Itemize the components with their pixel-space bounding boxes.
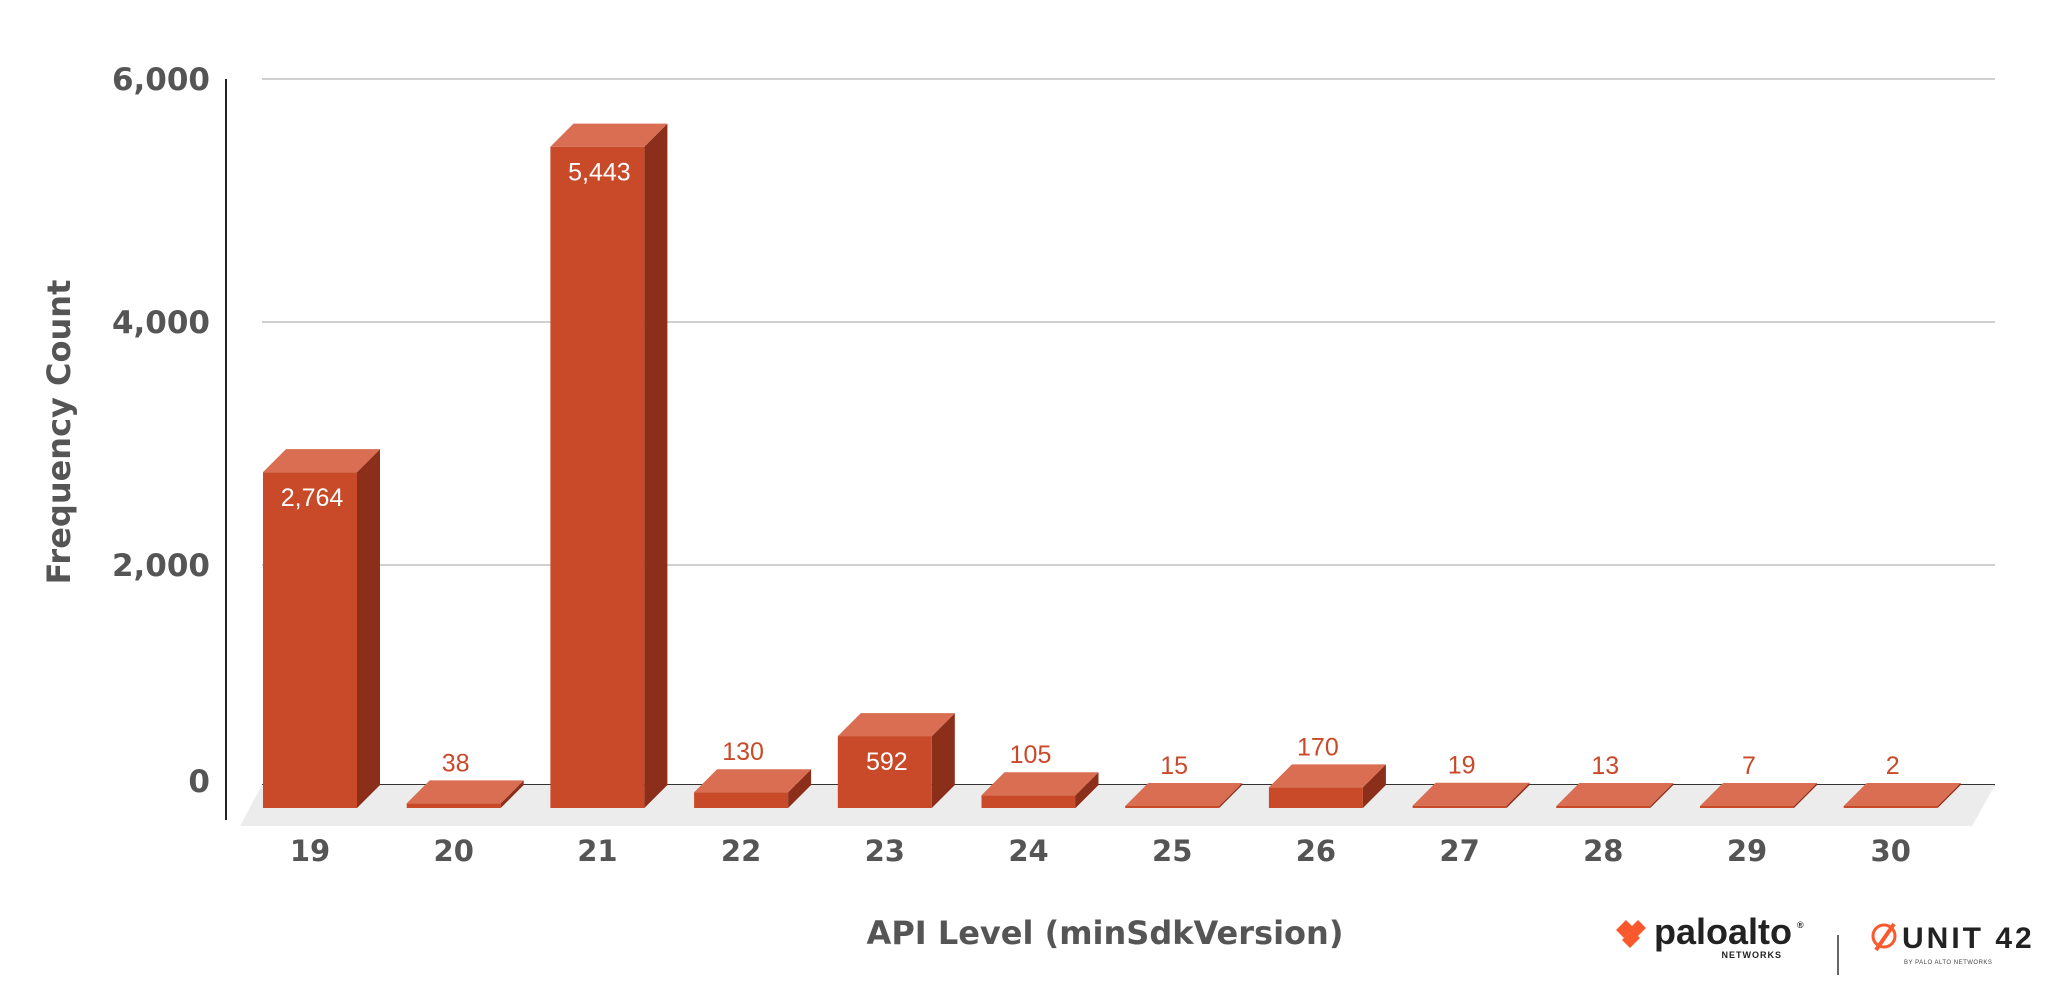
gridlines bbox=[262, 78, 1995, 786]
bar-front bbox=[1268, 787, 1363, 808]
paloalto-logo: paloalto ® NETWORKS bbox=[1616, 911, 1805, 960]
x-tick-label: 25 bbox=[1152, 834, 1192, 868]
unit42-sub: BY PALO ALTO NETWORKS bbox=[1904, 960, 1992, 966]
x-tick-label: 20 bbox=[434, 834, 474, 868]
paloalto-mark-icon bbox=[1616, 920, 1646, 948]
x-tick-label: 22 bbox=[721, 834, 761, 868]
bar-top bbox=[1125, 783, 1243, 806]
bar bbox=[837, 713, 955, 808]
x-tick-label: 19 bbox=[290, 834, 330, 868]
bar bbox=[1125, 783, 1243, 808]
bar-front bbox=[1556, 806, 1651, 808]
bar-side bbox=[1650, 783, 1674, 808]
bar-side bbox=[644, 123, 668, 809]
x-tick-label: 27 bbox=[1439, 834, 1479, 868]
bar-front bbox=[1700, 806, 1794, 808]
bar-front bbox=[406, 803, 501, 808]
bar-top bbox=[1556, 783, 1674, 806]
bar-front bbox=[694, 792, 789, 808]
bar-side bbox=[1075, 772, 1099, 808]
data-label: 130 bbox=[722, 738, 764, 766]
bar-front bbox=[1412, 805, 1507, 808]
bar-side bbox=[788, 769, 812, 808]
bar-side bbox=[1794, 783, 1817, 808]
unit42-wordmark: UNIT 42 bbox=[1902, 922, 2035, 955]
bar-front bbox=[1125, 806, 1220, 808]
bar-side bbox=[1937, 783, 1961, 808]
bar-top bbox=[694, 769, 812, 793]
bar-side bbox=[1219, 783, 1243, 808]
bar-front bbox=[263, 472, 357, 808]
bar-side bbox=[931, 713, 955, 808]
bar-top bbox=[837, 713, 955, 737]
x-tick-label: 26 bbox=[1296, 834, 1336, 868]
bar-front bbox=[550, 146, 645, 808]
x-tick-label: 30 bbox=[1871, 834, 1911, 868]
paloalto-wordmark: paloalto bbox=[1654, 911, 1792, 952]
paloalto-networks-sub: NETWORKS bbox=[1722, 950, 1783, 960]
y-tick-label: 6,000 bbox=[112, 62, 210, 98]
data-label: 170 bbox=[1297, 733, 1339, 761]
data-label: 2 bbox=[1886, 752, 1900, 780]
bar-side bbox=[1362, 764, 1386, 808]
bar bbox=[263, 449, 380, 808]
bar-front bbox=[981, 795, 1076, 808]
chart-floor bbox=[240, 785, 1995, 826]
data-label: 38 bbox=[442, 749, 470, 777]
data-label: 7 bbox=[1742, 752, 1756, 780]
y-axis-title: Frequency Count bbox=[40, 280, 78, 585]
bar-top bbox=[1700, 783, 1817, 806]
bar-top bbox=[1268, 764, 1386, 788]
bar bbox=[1700, 783, 1817, 808]
y-tick-label: 0 bbox=[188, 764, 210, 800]
data-label: 105 bbox=[1010, 741, 1052, 769]
bar-side bbox=[1506, 782, 1530, 808]
bar-top bbox=[1412, 782, 1530, 806]
y-tick-label: 4,000 bbox=[112, 305, 210, 341]
bar bbox=[1412, 782, 1530, 808]
unit42-mark-icon bbox=[1871, 922, 1897, 952]
x-tick-label: 23 bbox=[865, 834, 905, 868]
x-axis-ticks: 19 20 21 22 23 24 25 26 27 28 29 30 bbox=[290, 834, 1911, 868]
bar bbox=[406, 780, 524, 808]
bars bbox=[263, 123, 1961, 809]
data-label: 5,443 bbox=[568, 159, 631, 187]
bar-top bbox=[550, 123, 668, 147]
bar-side bbox=[357, 449, 380, 808]
bar bbox=[981, 772, 1099, 808]
paloalto-registered: ® bbox=[1797, 920, 1805, 930]
bar bbox=[1843, 783, 1961, 808]
y-axis-ticks: 0 2,000 4,000 6,000 bbox=[112, 62, 210, 800]
data-labels: 2,764 38 5,443 130 592 105 15 170 19 13 7 2 bbox=[281, 159, 1900, 780]
bar bbox=[550, 123, 668, 809]
data-label: 15 bbox=[1160, 752, 1188, 780]
x-tick-label: 29 bbox=[1727, 834, 1767, 868]
y-tick-label: 2,000 bbox=[112, 548, 210, 584]
bar bbox=[694, 769, 812, 808]
bar-front bbox=[1843, 806, 1938, 808]
data-label: 592 bbox=[866, 748, 908, 776]
x-tick-label: 28 bbox=[1583, 834, 1623, 868]
bar-top bbox=[1843, 783, 1961, 806]
x-tick-label: 21 bbox=[577, 834, 617, 868]
x-tick-label: 24 bbox=[1008, 834, 1048, 868]
bar-top bbox=[406, 780, 524, 804]
bar bbox=[1556, 783, 1674, 808]
data-label: 19 bbox=[1448, 752, 1476, 780]
bar-side bbox=[500, 780, 524, 808]
data-label: 13 bbox=[1591, 752, 1619, 780]
x-axis-title: API Level (minSdkVersion) bbox=[867, 914, 1344, 952]
bar-top bbox=[263, 449, 380, 473]
bar-top bbox=[981, 772, 1099, 796]
data-label: 2,764 bbox=[281, 484, 344, 512]
bar-front bbox=[837, 736, 932, 808]
floor-plane bbox=[240, 785, 1995, 826]
unit42-logo: UNIT 42 BY PALO ALTO NETWORKS bbox=[1871, 922, 2035, 966]
bar bbox=[1268, 764, 1386, 808]
